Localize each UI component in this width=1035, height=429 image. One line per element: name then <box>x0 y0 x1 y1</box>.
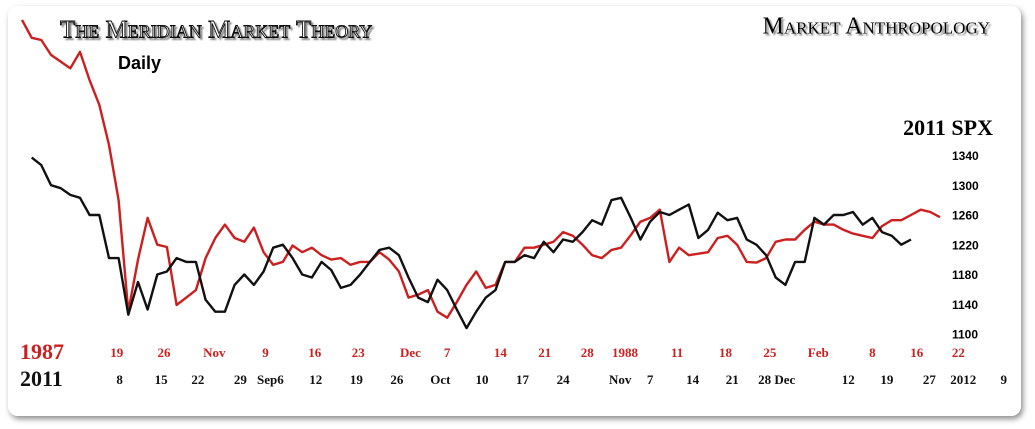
line-series <box>20 19 941 319</box>
chart-title: The Meridian Market Theory <box>60 17 372 44</box>
x-tick-label: 16 <box>910 345 924 360</box>
x-tick-label: 18 <box>719 345 733 360</box>
x-tick-label: 23 <box>352 345 366 360</box>
x-tick-label: 21 <box>538 345 551 360</box>
x-tick-label: 19 <box>350 372 364 387</box>
chart-subtitle: Daily <box>118 53 161 73</box>
x-tick-label: 1988 <box>612 345 639 360</box>
x-tick-label: 29 <box>234 372 248 387</box>
frame <box>8 6 1021 416</box>
x-tick-label: 24 <box>557 372 571 387</box>
x-tick-label: Feb <box>808 345 829 360</box>
x-tick-label: 22 <box>952 345 965 360</box>
x-tick-label: 28 Dec <box>758 372 795 387</box>
x-tick-label: 26 <box>158 345 172 360</box>
x-tick-label: Nov <box>609 372 632 387</box>
y-tick-label: 1100 <box>952 328 978 342</box>
x-tick-label: Nov <box>203 345 226 360</box>
x-tick-label: 8 <box>869 345 876 360</box>
x-tick-label: 16 <box>308 345 322 360</box>
x-tick-label: 19 <box>110 345 124 360</box>
x-tick-label: 11 <box>671 345 683 360</box>
x-tick-label: Oct <box>430 372 451 387</box>
x-tick-label: 14 <box>494 345 508 360</box>
y-tick-label: 1300 <box>952 179 979 193</box>
x-tick-label: 21 <box>726 372 739 387</box>
x-tick-label: 10 <box>475 372 488 387</box>
y-axis-label: 2011 SPX <box>903 115 993 140</box>
x-tick-label: 12 <box>309 372 322 387</box>
x-tick-label: 17 <box>516 372 530 387</box>
y-tick-label: 1180 <box>952 268 978 282</box>
x-tick-label: Sep6 <box>257 372 284 387</box>
x-tick-label: 7 <box>444 345 451 360</box>
x-tick-label: 7 <box>647 372 654 387</box>
x-tick-label: 8 <box>116 372 123 387</box>
legend-label: 2011 <box>20 366 63 391</box>
x-tick-label: 22 <box>191 372 204 387</box>
x-tick-label: 25 <box>763 345 777 360</box>
y-tick-label: 1140 <box>952 298 978 312</box>
y-tick-label: 1260 <box>952 209 979 223</box>
source: Market Anthropology <box>762 14 990 40</box>
x-tick-label: 9 <box>1001 372 1008 387</box>
line-series <box>30 156 912 330</box>
x-tick-label: 26 <box>390 372 404 387</box>
x-tick-label: Dec <box>400 345 421 360</box>
x-tick-label: 2012 <box>950 372 976 387</box>
y-tick-label: 1220 <box>952 238 979 252</box>
x-tick-label: 14 <box>686 372 700 387</box>
x-tick-label: 19 <box>880 372 894 387</box>
x-tick-label: 27 <box>923 372 937 387</box>
x-tick-label: 12 <box>842 372 855 387</box>
y-tick-label: 1340 <box>952 149 979 163</box>
x-tick-label: 28 <box>581 345 595 360</box>
x-tick-label: 15 <box>155 372 169 387</box>
x-tick-label: 9 <box>262 345 269 360</box>
legend-label: 1987 <box>20 339 64 364</box>
